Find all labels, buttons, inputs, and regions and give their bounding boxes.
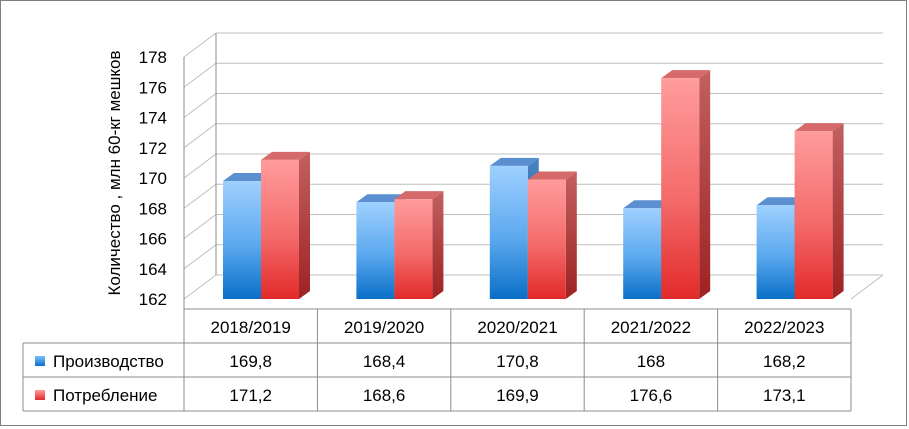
legend-label: Производство xyxy=(53,352,164,371)
gridline-depth xyxy=(183,32,217,58)
bar xyxy=(527,171,577,299)
gridline-depth xyxy=(183,153,217,179)
y-tick-label: 176 xyxy=(139,78,167,97)
bar-front xyxy=(489,165,528,299)
bar-front xyxy=(623,208,662,299)
data-label: 168,2 xyxy=(763,352,806,371)
category-label: 2020/2021 xyxy=(477,318,557,337)
category-label: 2019/2020 xyxy=(344,318,424,337)
data-label: 169,8 xyxy=(229,352,272,371)
data-label: 168,4 xyxy=(363,352,406,371)
data-label: 173,1 xyxy=(763,386,806,405)
bar xyxy=(794,123,844,299)
bar-side xyxy=(832,123,844,299)
bar-top xyxy=(261,151,310,160)
gridline-depth xyxy=(183,93,217,118)
y-tick-label: 174 xyxy=(139,109,167,128)
bar-top xyxy=(223,173,272,182)
bar xyxy=(261,151,310,299)
bar-top xyxy=(489,157,539,166)
legend-swatch xyxy=(35,356,45,366)
bar xyxy=(394,191,444,299)
category-label: 2022/2023 xyxy=(744,318,824,337)
category-label: 2021/2022 xyxy=(611,318,691,337)
bar-front xyxy=(394,199,433,299)
legend-label: Потребление xyxy=(53,386,158,405)
bar-top xyxy=(794,123,844,132)
legend-swatch xyxy=(35,390,45,400)
floor-edge-right xyxy=(850,274,884,300)
data-label: 176,6 xyxy=(630,386,673,405)
y-tick-label: 178 xyxy=(139,48,167,67)
bar-side xyxy=(299,151,310,299)
data-label: 168 xyxy=(637,352,665,371)
y-axis-label: Количество , млн 60-кг мешков xyxy=(105,50,124,295)
gridline-depth xyxy=(183,62,217,88)
bar-top xyxy=(623,200,673,209)
bar-side xyxy=(565,171,577,299)
category-label: 2018/2019 xyxy=(211,318,291,337)
bar-side xyxy=(699,70,711,299)
bar-side xyxy=(432,191,444,299)
y-tick-label: 162 xyxy=(139,290,167,309)
bar-front xyxy=(261,159,299,299)
bar-top xyxy=(661,70,711,79)
bar-top xyxy=(527,171,577,180)
gridline-depth xyxy=(183,274,217,300)
gridline-depth xyxy=(183,244,217,270)
bars-layer xyxy=(223,70,844,299)
gridline-depth xyxy=(183,183,217,209)
bar-top xyxy=(356,194,406,203)
bar-front xyxy=(756,205,795,299)
bar xyxy=(661,70,711,299)
bar-front xyxy=(527,179,566,299)
data-table: 2018/2019 2019/2020 2020/2021 2021/2022 2022… xyxy=(22,299,852,412)
data-label: 171,2 xyxy=(229,386,272,405)
bar-front xyxy=(356,202,395,299)
y-tick-label: 164 xyxy=(139,260,167,279)
gridline-depth xyxy=(183,123,217,149)
y-tick-label: 166 xyxy=(139,230,167,249)
data-label: 169,9 xyxy=(496,386,539,405)
bar-top xyxy=(756,197,806,206)
data-label: 168,6 xyxy=(363,386,406,405)
y-tick-label: 170 xyxy=(139,169,167,188)
data-label: 170,8 xyxy=(496,352,539,371)
y-tick-label: 172 xyxy=(139,139,167,158)
bar-top xyxy=(394,191,444,200)
y-tick-label: 168 xyxy=(139,199,167,218)
bar-front xyxy=(223,181,261,299)
gridline-depth xyxy=(183,214,217,239)
bar-front xyxy=(661,78,700,299)
bar-front xyxy=(794,131,833,299)
y-tick-labels: 162 164 166 168 170 172 174 176 178 xyxy=(139,48,167,309)
